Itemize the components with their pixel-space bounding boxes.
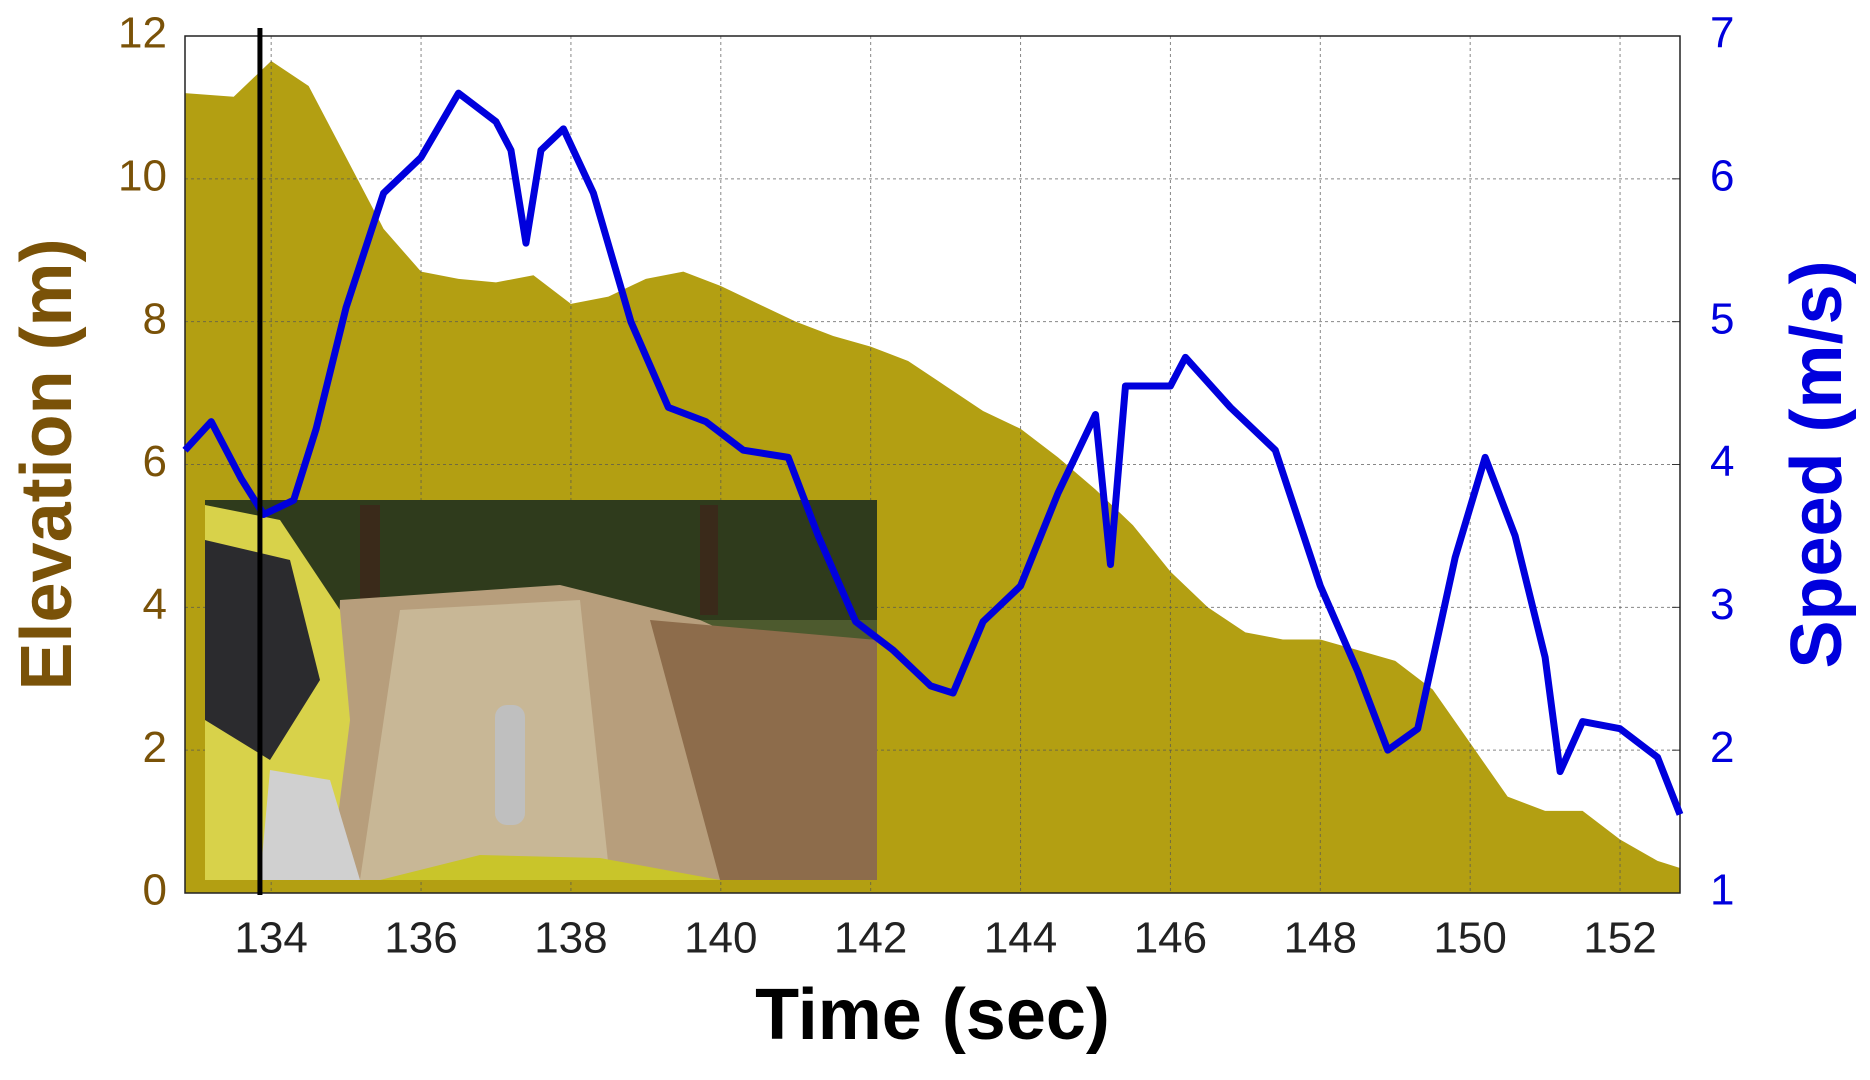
x-tick-label: 152 xyxy=(1583,914,1656,963)
chart: 1341361381401421441461481501520246810121… xyxy=(0,0,1870,1080)
x-tick-label: 148 xyxy=(1284,914,1357,963)
y2-tick-label: 7 xyxy=(1710,9,1734,58)
y-tick-label: 8 xyxy=(143,294,167,343)
x-tick-label: 146 xyxy=(1134,914,1207,963)
x-axis-title: Time (sec) xyxy=(755,975,1110,1055)
y2-tick-label: 5 xyxy=(1710,294,1734,343)
y2-axis-title: Speed (m/s) xyxy=(1777,260,1857,668)
y-tick-label: 12 xyxy=(118,9,167,58)
y2-tick-label: 4 xyxy=(1710,437,1734,486)
y-tick-label: 0 xyxy=(143,866,167,915)
x-tick-label: 144 xyxy=(984,914,1057,963)
x-tick-label: 138 xyxy=(534,914,607,963)
y2-tick-label: 6 xyxy=(1710,151,1734,200)
x-tick-label: 150 xyxy=(1433,914,1506,963)
y-tick-label: 6 xyxy=(143,437,167,486)
y-tick-label: 4 xyxy=(143,580,167,629)
y-axis-title: Elevation (m) xyxy=(7,238,87,690)
x-tick-label: 142 xyxy=(834,914,907,963)
x-tick-label: 134 xyxy=(234,914,307,963)
page: {"chart_data":{"type":"combo", "xlabel":… xyxy=(0,0,1870,1080)
video-inset xyxy=(205,500,877,880)
y-tick-label: 10 xyxy=(118,151,167,200)
y2-tick-label: 3 xyxy=(1710,580,1734,629)
y-tick-label: 2 xyxy=(143,723,167,772)
x-tick-label: 136 xyxy=(384,914,457,963)
x-tick-label: 140 xyxy=(684,914,757,963)
y2-tick-label: 1 xyxy=(1710,866,1734,915)
y2-tick-label: 2 xyxy=(1710,723,1734,772)
